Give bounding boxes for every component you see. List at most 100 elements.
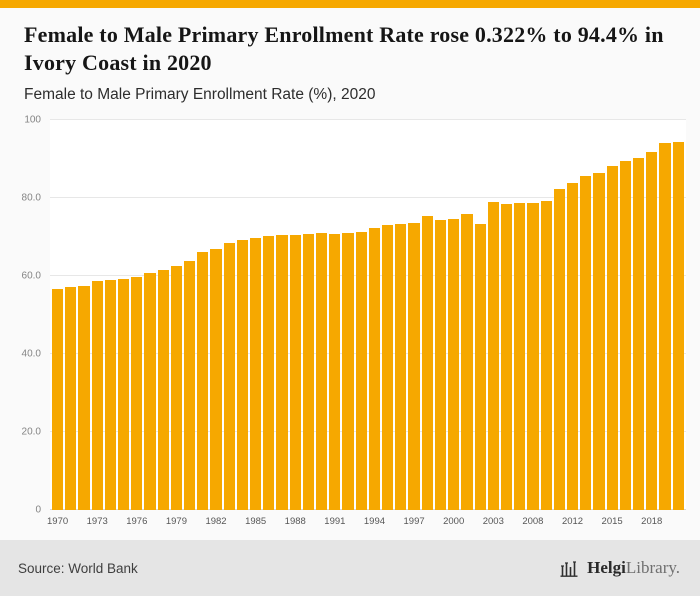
bar-1977 <box>144 272 156 510</box>
x-tick-label: 1997 <box>403 516 425 527</box>
bar-column-1974 <box>104 120 117 510</box>
x-tick-label: 1979 <box>165 516 187 527</box>
bar-column-1996 <box>395 120 407 510</box>
bar-1989 <box>302 234 315 510</box>
bar-2015 <box>606 166 618 510</box>
bar-1976 <box>131 276 143 510</box>
y-tick-label: 80.0 <box>21 192 41 204</box>
y-tick-label: 60.0 <box>21 270 41 282</box>
bar-column-1987 <box>276 120 288 510</box>
bar-1998 <box>421 216 433 510</box>
bar-2003 <box>487 201 499 510</box>
x-tick-label: 2015 <box>601 516 623 527</box>
footer-bar: Source: World Bank HelgiLibrary. <box>0 540 700 596</box>
bar-1970 <box>52 289 64 510</box>
y-tick-label: 20.0 <box>21 426 41 438</box>
bar-2011 <box>553 188 565 510</box>
bar-1999 <box>434 220 447 510</box>
bar-column-1997: 1997 <box>404 120 425 527</box>
gridlines-layer: 0 20.0 40.0 60.0 80.0 100 <box>22 115 686 516</box>
bar-column-1993 <box>355 120 367 510</box>
x-tick-label: 2012 <box>561 516 584 527</box>
gridline <box>50 275 686 277</box>
bar-column-2007 <box>514 120 526 510</box>
bar-column-1983 <box>223 120 235 510</box>
bar-1975 <box>118 278 130 510</box>
bar-2009 <box>540 201 552 510</box>
bar-1991 <box>329 234 341 510</box>
bar-1994 <box>368 227 381 510</box>
bar-2017 <box>632 157 645 510</box>
bar-1983 <box>223 243 235 510</box>
bar-1980 <box>184 261 196 510</box>
x-tick-label: 1991 <box>324 516 346 527</box>
bar-1987 <box>276 234 288 510</box>
bar-1984 <box>236 240 249 510</box>
bar-2016 <box>619 161 631 510</box>
bar-column-1972 <box>78 120 90 510</box>
helgi-library-logo[interactable]: HelgiLibrary. <box>560 558 680 578</box>
x-tick-label: 2008 <box>522 516 544 527</box>
bar-column-1980 <box>184 120 196 510</box>
bar-column-1995 <box>382 120 394 510</box>
bar-1985 <box>250 237 262 510</box>
bar-column-2012: 2012 <box>562 120 583 527</box>
bar-2001 <box>461 214 473 510</box>
x-tick-label: 1970 <box>47 516 69 527</box>
bar-1986 <box>263 235 275 510</box>
bar-column-2006 <box>500 120 513 510</box>
bar-2020 <box>672 142 684 510</box>
bar-column-2019 <box>659 120 671 510</box>
bar-column-1976: 1976 <box>126 120 147 527</box>
bar-column-1978 <box>157 120 169 510</box>
bar-2008 <box>527 203 539 510</box>
x-tick-label: 1976 <box>126 516 148 527</box>
bar-column-2018: 2018 <box>641 120 662 527</box>
x-tick-label: 1982 <box>205 516 227 527</box>
bar-1979 <box>170 266 183 510</box>
x-tick-label: 2018 <box>641 516 663 527</box>
bar-1996 <box>395 223 407 510</box>
bar-1988 <box>289 234 301 510</box>
bar-1992 <box>342 233 354 510</box>
bar-column-2001 <box>461 120 473 510</box>
bar-column-2014 <box>593 120 605 510</box>
bar-column-2000: 2000 <box>443 120 464 527</box>
gridline <box>50 353 686 355</box>
bar-column-1992 <box>342 120 354 510</box>
bar-column-1984 <box>236 120 249 510</box>
bar-column-1970: 1970 <box>47 120 68 527</box>
gridline <box>50 509 686 510</box>
gridline <box>50 119 686 121</box>
bar-2006 <box>500 203 513 510</box>
bar-column-2008: 2008 <box>522 120 543 527</box>
x-tick-label: 1985 <box>245 516 267 527</box>
source-label: Source: World Bank <box>18 560 138 576</box>
bar-column-2002 <box>474 120 486 510</box>
bar-2007 <box>514 203 526 510</box>
bar-column-2020 <box>672 120 684 510</box>
gridline <box>50 197 686 199</box>
bar-column-1977 <box>144 120 156 510</box>
plot-area: 0 20.0 40.0 60.0 80.0 100 1970 1973 1976 1979 198… <box>22 115 686 527</box>
bar-2014 <box>593 172 605 510</box>
x-tick-label: 2000 <box>443 516 465 527</box>
bar-column-2011 <box>553 120 565 510</box>
page-title: Female to Male Primary Enrollment Rate r… <box>24 22 664 76</box>
bar-column-2013 <box>580 120 592 510</box>
bar-column-1975 <box>118 120 130 510</box>
bar-column-1985: 1985 <box>245 120 266 527</box>
bar-column-2017 <box>632 120 645 510</box>
y-tick-label: 0 <box>35 504 41 516</box>
helgi-logo-icon <box>560 559 580 577</box>
chart-area: 0 20.0 40.0 60.0 80.0 100 1970 1973 1976 1979 198… <box>22 115 686 527</box>
bar-column-1998 <box>421 120 433 510</box>
bar-column-2003: 2003 <box>483 120 504 527</box>
bar-column-1986 <box>263 120 275 510</box>
chart-header: Female to Male Primary Enrollment Rate r… <box>0 8 700 104</box>
page-subtitle: Female to Male Primary Enrollment Rate (… <box>24 86 376 104</box>
bar-1971 <box>65 287 77 510</box>
bar-1978 <box>157 270 169 510</box>
bar-column-2015: 2015 <box>602 120 623 527</box>
bar-1974 <box>104 279 117 510</box>
